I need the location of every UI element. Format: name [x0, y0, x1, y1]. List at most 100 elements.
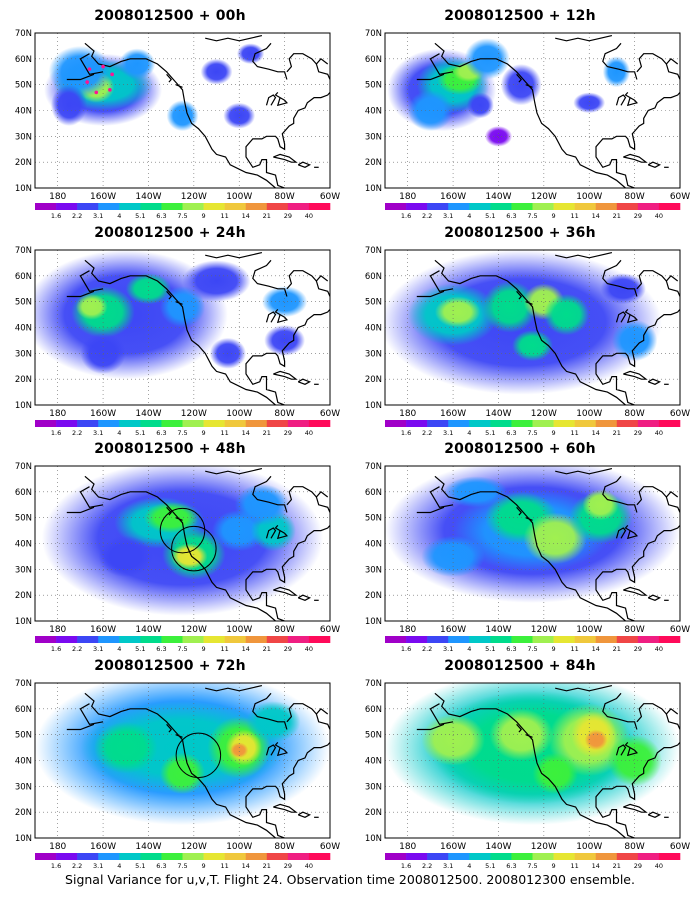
colorbar-swatch: [406, 203, 428, 210]
colorbar-label: 4: [117, 429, 121, 437]
variance-contour: [434, 296, 481, 328]
variance-contour: [75, 293, 108, 320]
panel-title: 2008012500 + 24h: [94, 225, 246, 241]
map-panel: 2008012500 + 72h 10N 20N 30N 40N 50N 60N 70N 180…: [0, 658, 340, 873]
colorbar-swatch: [532, 203, 554, 210]
colorbar-swatch: [616, 636, 639, 643]
lon-tick-label: 80W: [274, 409, 294, 419]
colorbar-swatch: [616, 853, 639, 860]
colorbar-label: 14: [592, 645, 600, 653]
colorbar-label: 4: [117, 645, 121, 653]
colorbar-label: 14: [242, 212, 250, 220]
lon-tick-label: 140W: [485, 409, 511, 419]
colorbar-swatch: [385, 853, 407, 860]
lon-tick-label: 140W: [135, 409, 161, 419]
lon-tick-label: 60W: [670, 192, 690, 202]
colorbar-label: 7.5: [177, 212, 187, 220]
variance-map: 10N 20N 30N 40N 50N 60N 70N 180 160W 140W 120W 100W…: [365, 29, 690, 220]
colorbar-swatch: [266, 853, 289, 860]
colorbar-swatch: [448, 420, 470, 427]
colorbar-swatch: [385, 636, 407, 643]
lon-tick-label: 140W: [135, 192, 161, 202]
lat-tick-label: 70N: [15, 462, 32, 472]
colorbar-swatch: [245, 203, 268, 210]
colorbar-swatch: [553, 636, 575, 643]
colorbar-swatch: [469, 203, 491, 210]
lon-tick-label: 80W: [624, 842, 644, 852]
observation-point: [101, 64, 105, 69]
lat-tick-label: 50N: [365, 731, 382, 741]
lon-tick-label: 160W: [90, 625, 116, 635]
colorbar-swatch: [574, 420, 597, 427]
lat-tick-label: 60N: [15, 705, 32, 715]
colorbar-swatch: [553, 853, 575, 860]
lat-tick-label: 10N: [365, 617, 382, 627]
variance-contour: [236, 43, 265, 64]
lat-tick-label: 50N: [15, 731, 32, 741]
map-panel: 2008012500 + 60h 10N 20N 30N 40N 50N 60N 70N 180…: [350, 441, 690, 656]
lon-tick-label: 180: [399, 625, 416, 635]
colorbar-label: 6.3: [506, 645, 516, 653]
lat-tick-label: 20N: [15, 808, 32, 818]
colorbar-label: 5.1: [135, 645, 145, 653]
lat-tick-label: 30N: [365, 565, 382, 575]
variance-contour: [484, 126, 513, 147]
colorbar-swatch: [56, 203, 78, 210]
variance-contour: [582, 489, 619, 521]
colorbar-swatch: [490, 420, 512, 427]
colorbar-label: 7.5: [177, 429, 187, 437]
colorbar-label: 2.2: [422, 212, 432, 220]
lat-tick-label: 30N: [15, 782, 32, 792]
variance-field: [35, 683, 330, 826]
colorbar-swatch: [595, 853, 618, 860]
lon-tick-label: 100W: [576, 842, 602, 852]
colorbar-swatch: [140, 853, 162, 860]
colorbar-swatch: [35, 636, 57, 643]
colorbar-label: 29: [284, 645, 292, 653]
colorbar-swatch: [469, 853, 491, 860]
colorbar-swatch: [469, 420, 491, 427]
variance-contour: [223, 102, 256, 129]
lat-tick-label: 70N: [365, 246, 382, 256]
lon-tick-label: 140W: [135, 842, 161, 852]
lat-tick-label: 20N: [365, 375, 382, 385]
colorbar-swatch: [553, 420, 575, 427]
colorbar-label: 29: [284, 862, 292, 870]
colorbar-label: 1.6: [401, 862, 411, 870]
colorbar-swatch: [224, 636, 247, 643]
map-panel: 2008012500 + 12h 10N 20N 30N 40N 50N 60N 70N 180…: [350, 8, 690, 223]
lon-tick-label: 180: [49, 625, 66, 635]
colorbar-swatch: [182, 203, 204, 210]
lon-tick-label: 160W: [440, 409, 466, 419]
lon-tick-label: 60W: [320, 625, 340, 635]
colorbar-label: 40: [305, 645, 313, 653]
colorbar-swatch: [119, 203, 141, 210]
variance-map: 10N 20N 30N 40N 50N 60N 70N 180 160W 140W 120W 100W…: [365, 679, 690, 870]
colorbar-label: 11: [571, 862, 579, 870]
lat-tick-label: 60N: [15, 488, 32, 498]
lon-tick-label: 120W: [181, 625, 207, 635]
coastline: [66, 468, 330, 621]
colorbar-label: 21: [263, 429, 271, 437]
colorbar-swatch: [532, 853, 554, 860]
map-frame: [34, 465, 331, 622]
colorbar-label: 5.1: [135, 429, 145, 437]
panel-title: 2008012500 + 12h: [444, 8, 596, 24]
target-circle: [159, 507, 206, 554]
colorbar-label: 1.6: [401, 645, 411, 653]
lon-tick-label: 160W: [440, 842, 466, 852]
lat-tick-label: 20N: [365, 591, 382, 601]
lon-tick-label: 140W: [485, 192, 511, 202]
lon-tick-label: 140W: [485, 842, 511, 852]
colorbar-label: 11: [571, 212, 579, 220]
colorbar-label: 9: [202, 862, 206, 870]
lon-tick-label: 120W: [181, 192, 207, 202]
observation-point: [85, 80, 89, 84]
colorbar-swatch: [98, 853, 120, 860]
observation-point: [108, 88, 112, 92]
lat-tick-label: 30N: [15, 349, 32, 359]
colorbar-label: 29: [634, 862, 642, 870]
lon-tick-label: 60W: [670, 842, 690, 852]
colorbar-swatch: [406, 636, 428, 643]
colorbar-label: 9: [202, 429, 206, 437]
